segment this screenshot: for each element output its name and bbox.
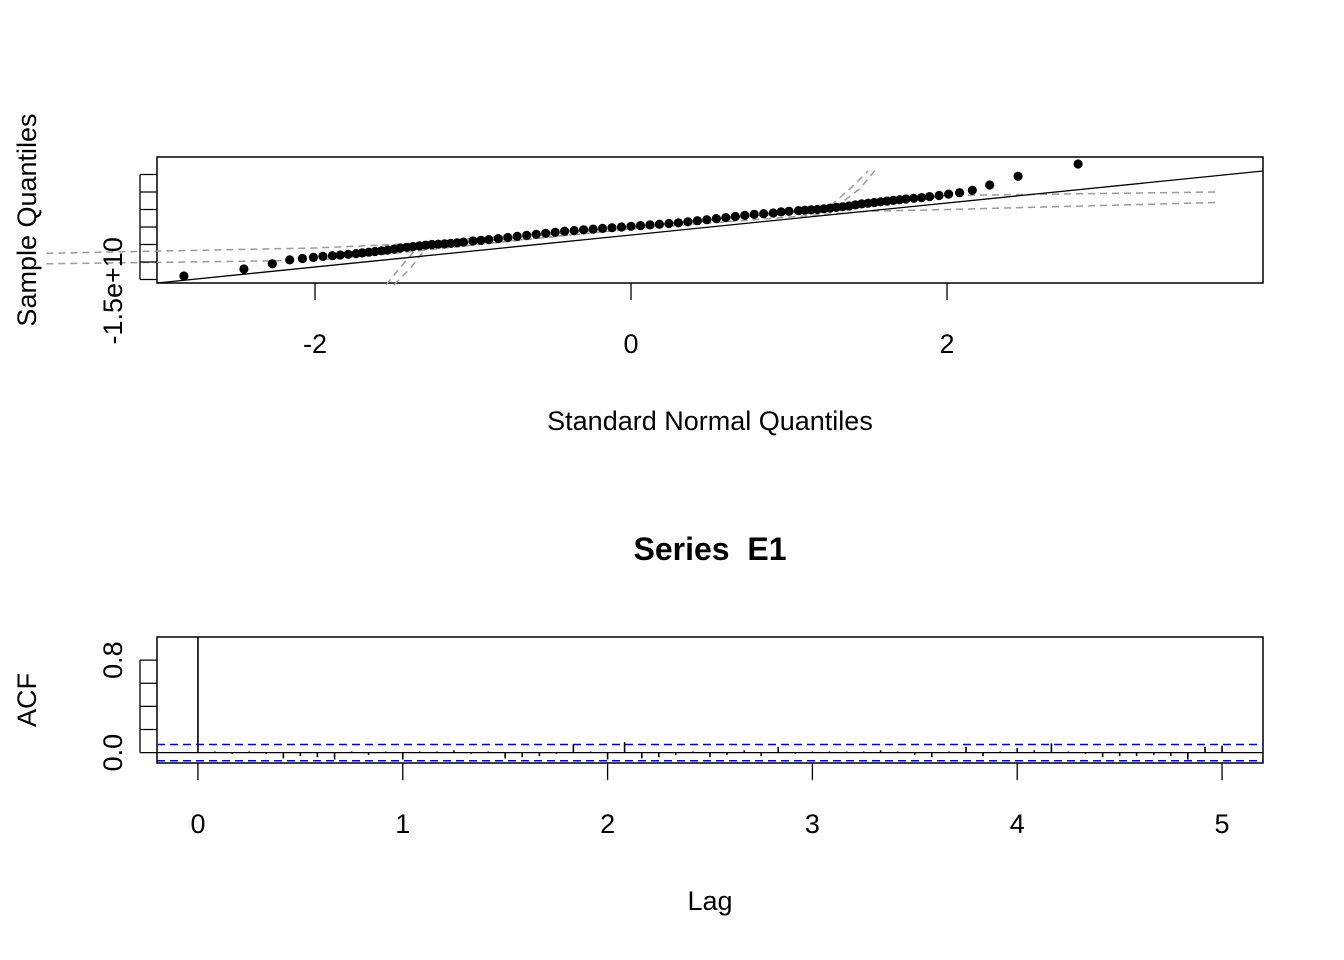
- qq-y-axis: -1.5e+10: [98, 173, 157, 345]
- qq-x-tick-label: -2: [303, 329, 327, 359]
- qq-point: [673, 218, 684, 228]
- qq-point: [569, 225, 579, 236]
- qq-point: [327, 251, 337, 261]
- qq-point: [588, 224, 598, 234]
- qq-point: [730, 211, 740, 222]
- qq-point: [626, 221, 636, 231]
- acf-y-axis-title: ACF: [12, 673, 42, 727]
- qq-point: [721, 213, 731, 223]
- qq-point: [925, 192, 935, 202]
- qq-point: [784, 206, 794, 216]
- qq-point: [335, 250, 345, 260]
- qq-point: [476, 235, 486, 245]
- qq-point: [702, 215, 712, 225]
- qq-point: [343, 249, 353, 259]
- acf-x-tick-label: 1: [395, 809, 410, 839]
- qq-points: [179, 159, 1083, 281]
- qq-band-inner-upper: [385, 168, 877, 286]
- qq-point: [645, 220, 655, 230]
- qq-point: [458, 237, 469, 247]
- qq-point: [759, 209, 769, 219]
- qq-point: [484, 235, 494, 245]
- acf-y-axis: 0.0 0.8: [98, 641, 157, 771]
- qq-point: [239, 264, 249, 274]
- qq-point: [955, 188, 965, 198]
- acf-x-tick-label: 5: [1215, 809, 1230, 839]
- qq-point: [607, 223, 617, 233]
- acf-x-axis: 0 1 2 3 4 5: [190, 763, 1230, 839]
- qq-point: [179, 271, 189, 281]
- qq-point: [318, 251, 328, 261]
- qq-point: [579, 225, 589, 235]
- qq-point: [664, 218, 674, 229]
- acf-x-tick-label: 4: [1010, 809, 1025, 839]
- qq-point: [531, 229, 541, 239]
- qq-point: [503, 232, 513, 243]
- acf-x-tick-label: 3: [805, 809, 820, 839]
- qq-plot-box: [156, 156, 1264, 284]
- qq-point: [985, 180, 995, 190]
- qq-point: [654, 219, 665, 229]
- qq-point: [1073, 159, 1083, 169]
- qq-reference-line: [156, 170, 1264, 284]
- qq-plot-panel: -2 0 2 -1.5e+10 Standard Normal Quantiles …: [12, 113, 1264, 436]
- acf-plot-box: [156, 636, 1264, 764]
- qq-point: [934, 190, 944, 201]
- qq-point: [598, 223, 608, 233]
- qq-point: [522, 230, 532, 240]
- qq-point: [1013, 171, 1023, 181]
- qq-point: [909, 193, 919, 203]
- qq-point: [711, 214, 721, 224]
- qq-point: [512, 231, 522, 241]
- qq-point: [267, 259, 277, 269]
- qq-point: [768, 208, 778, 218]
- acf-plot-panel: Series E1 0 1 2 3 4 5 0.0 0.8 Lag ACF: [12, 531, 1264, 916]
- qq-x-tick-label: 0: [623, 329, 638, 359]
- acf-x-axis-title: Lag: [687, 886, 732, 916]
- qq-point: [740, 210, 750, 220]
- qq-y-axis-title: Sample Quantiles: [12, 113, 42, 326]
- qq-band-outer-lower: [46, 201, 1216, 265]
- qq-point: [550, 227, 560, 237]
- qq-point: [749, 209, 759, 219]
- qq-point: [967, 185, 977, 195]
- qq-point: [917, 193, 927, 203]
- acf-y-tick-label: 0.8: [98, 641, 128, 679]
- qq-point: [616, 222, 627, 232]
- qq-point: [901, 194, 911, 204]
- acf-bars: [197, 637, 1223, 760]
- qq-point: [635, 221, 646, 231]
- qq-point: [692, 216, 703, 226]
- qq-point: [560, 226, 570, 236]
- qq-point: [493, 234, 503, 244]
- qq-x-tick-label: 2: [939, 329, 954, 359]
- qq-x-axis: -2 0 2: [303, 283, 955, 359]
- acf-y-tick-label: 0.0: [98, 734, 128, 772]
- qq-point: [776, 207, 786, 217]
- qq-point: [308, 252, 318, 262]
- acf-x-tick-label: 2: [600, 809, 615, 839]
- qq-point: [285, 255, 295, 265]
- qq-point: [297, 253, 307, 264]
- qq-point: [468, 236, 478, 246]
- acf-title: Series E1: [634, 531, 787, 567]
- qq-point: [683, 217, 693, 227]
- qq-point: [541, 228, 551, 238]
- qq-y-tick-label: -1.5e+10: [98, 237, 128, 344]
- qq-x-axis-title: Standard Normal Quantiles: [547, 406, 873, 436]
- qq-point: [944, 189, 954, 199]
- acf-confidence-lines: [157, 743, 1263, 762]
- acf-x-tick-label: 0: [190, 809, 205, 839]
